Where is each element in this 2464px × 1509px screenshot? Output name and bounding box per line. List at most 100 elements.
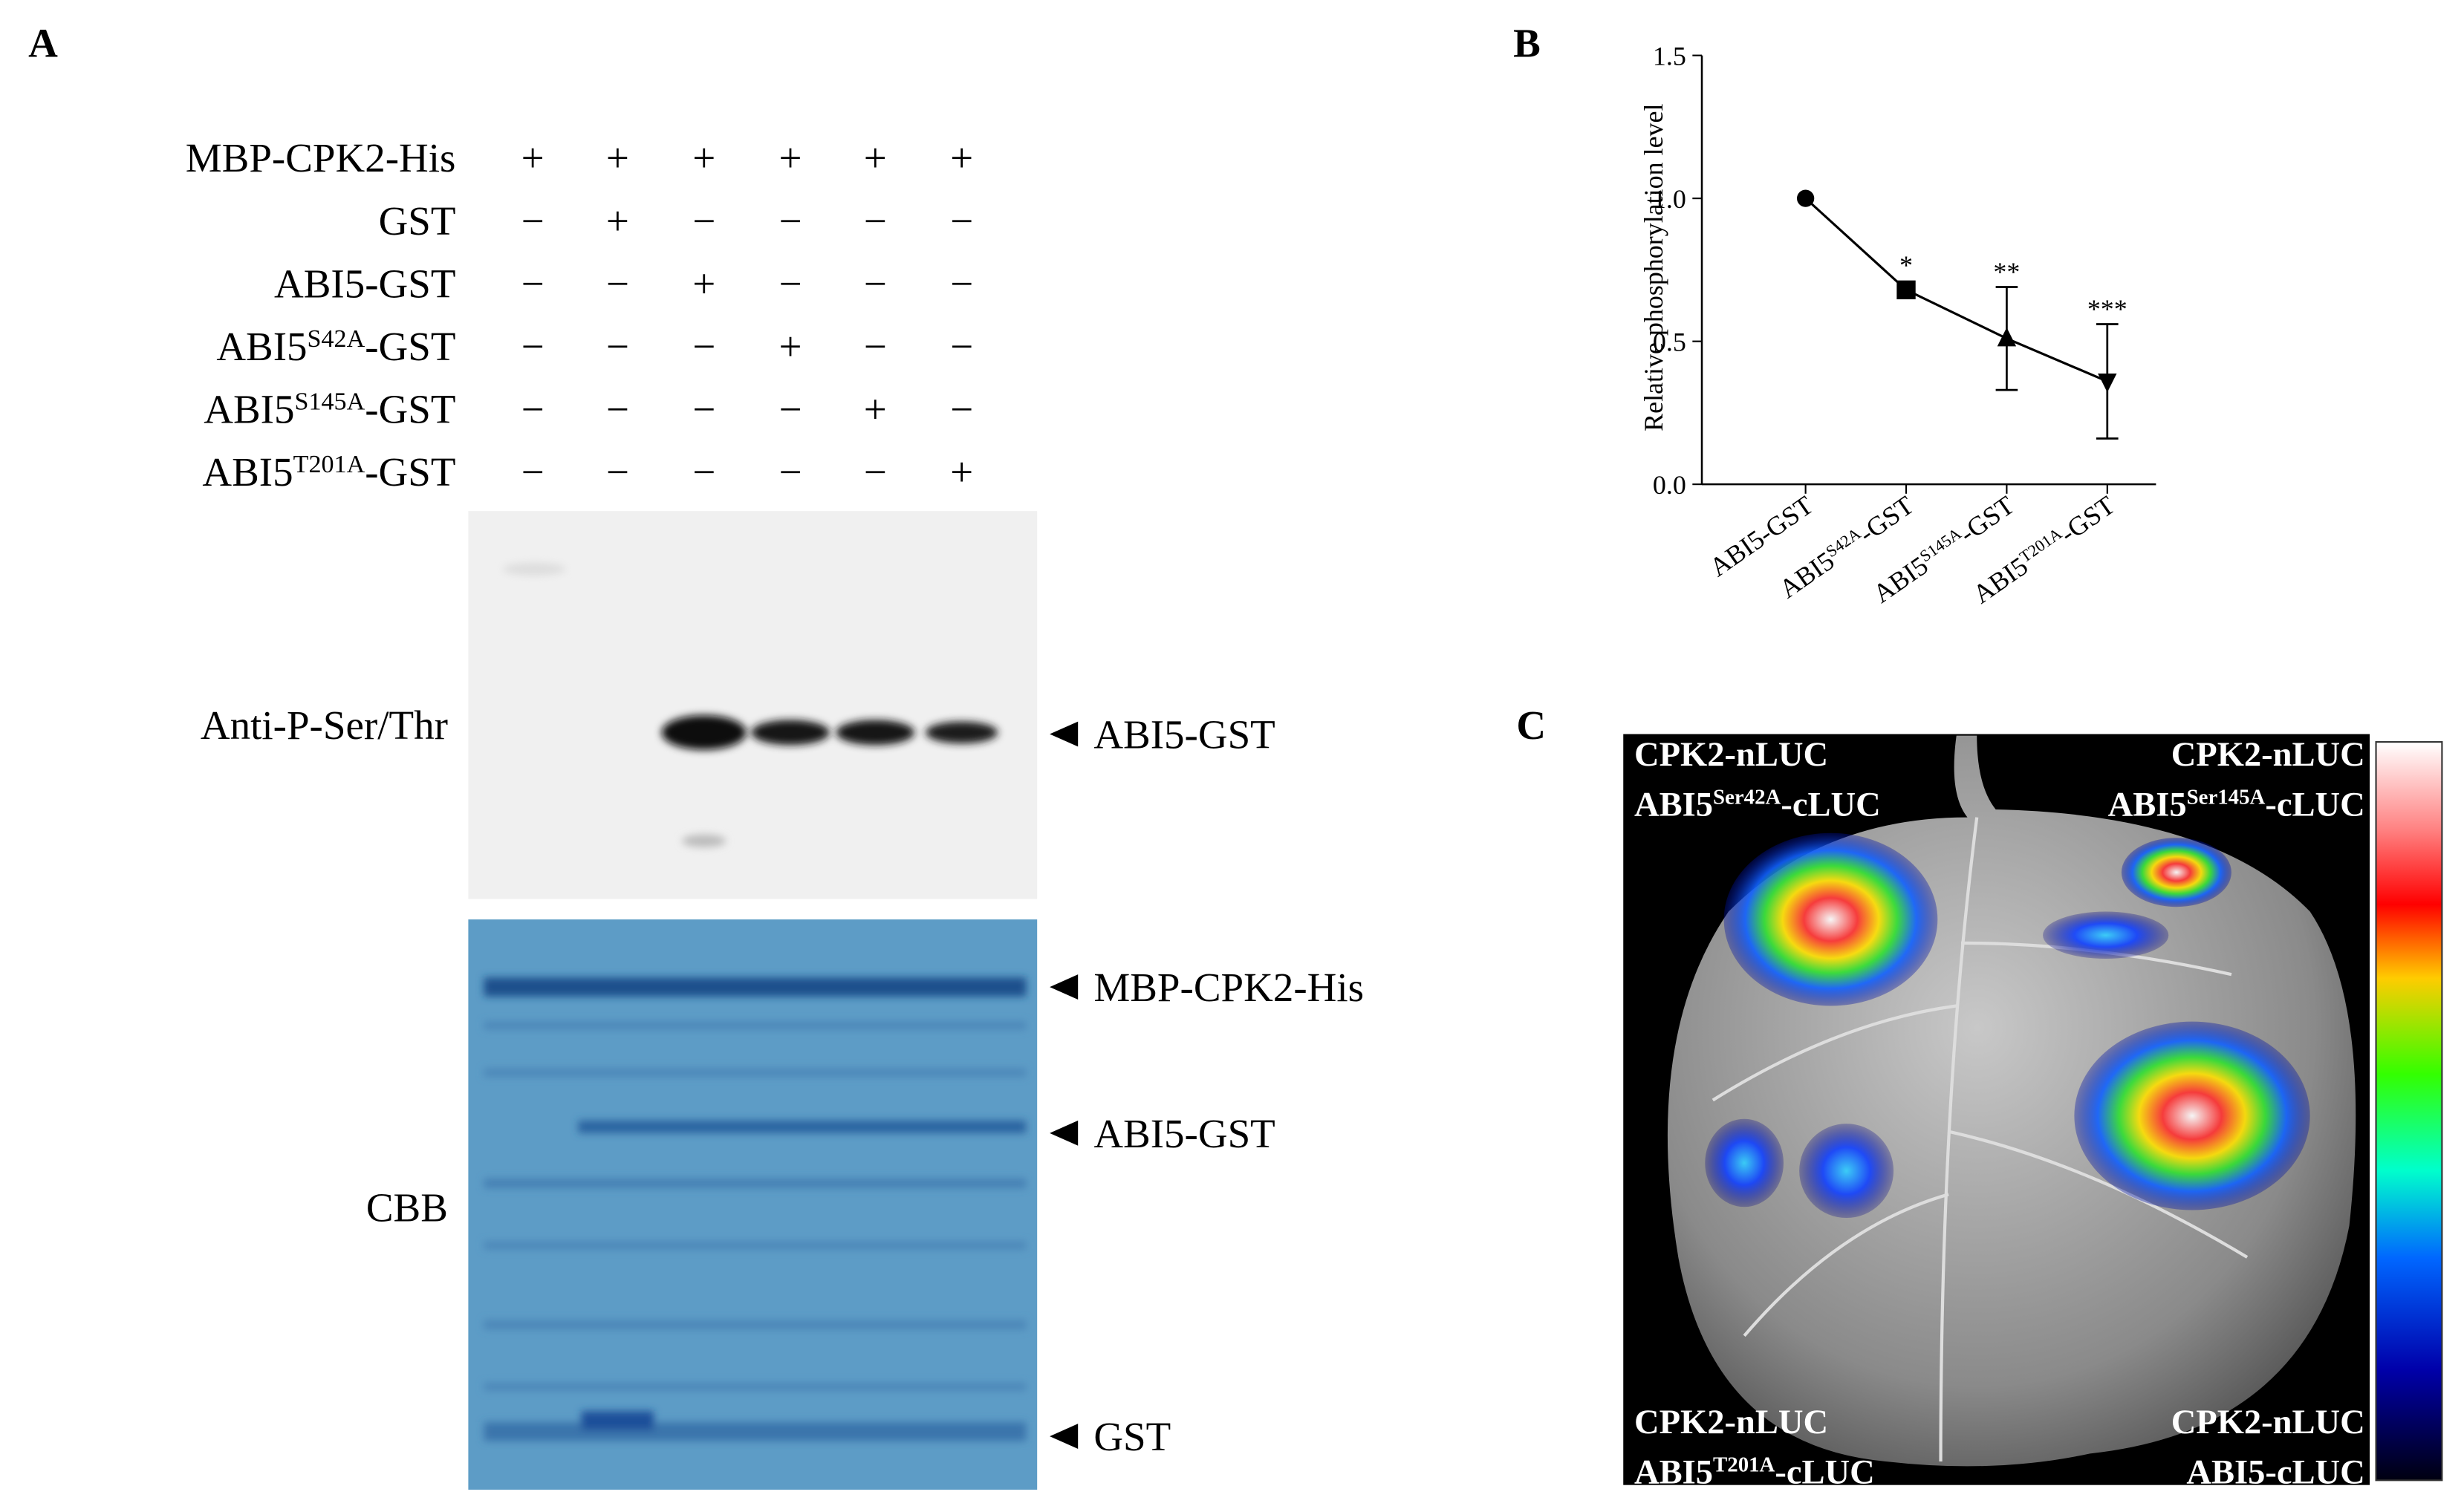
label-part: T201A <box>2016 524 2065 566</box>
corner-label: CPK2-nLUC <box>2171 1404 2365 1441</box>
color-scale <box>2375 741 2443 1482</box>
label-part: -GST <box>365 324 455 369</box>
sign: − <box>692 387 715 432</box>
label-part: -cLUC <box>1775 1454 1874 1492</box>
sign: − <box>606 324 629 369</box>
corner-label: CPK2-nLUC <box>1634 1404 1828 1441</box>
sign: − <box>692 198 715 244</box>
sign: − <box>779 449 802 495</box>
arrowhead <box>1050 721 1079 747</box>
blot-label: Anti-P-Ser/Thr <box>201 703 448 748</box>
label-part: S145A <box>295 388 365 415</box>
marker <box>1997 327 2017 347</box>
sign: − <box>606 261 629 306</box>
sign: − <box>950 324 973 369</box>
y-tick-label: 0.5 <box>1653 327 1686 356</box>
sign: − <box>864 324 887 369</box>
gel-bands <box>484 977 1027 1441</box>
y-tick-label: 0.0 <box>1653 470 1686 500</box>
label-part: Ser145A <box>2187 786 2266 809</box>
label-part: GST <box>379 198 456 244</box>
significance: *** <box>2087 294 2127 324</box>
label-part: -GST <box>365 449 455 495</box>
panel-letter: C <box>1516 703 1546 748</box>
label-part: ABI5 <box>204 387 294 432</box>
panel-letter: B <box>1513 21 1541 66</box>
label-part: -GST <box>1853 490 1919 549</box>
row-label: ABI5S42A-GST <box>216 324 455 369</box>
sign: − <box>779 261 802 306</box>
row-label: ABI5-GST <box>274 261 455 306</box>
western-blot <box>468 511 1038 899</box>
sign: − <box>779 198 802 244</box>
row-label: MBP-CPK2-His <box>186 135 456 180</box>
sign: + <box>950 135 973 180</box>
y-tick-label: 1.5 <box>1653 41 1686 71</box>
label-part: CPK2-nLUC <box>1634 1404 1828 1441</box>
luminescence-signal <box>1705 832 2310 1219</box>
label-part: CPK2-nLUC <box>2171 736 2365 774</box>
band-label: GST <box>1093 1414 1171 1459</box>
sign: − <box>521 387 545 432</box>
sign: + <box>864 135 887 180</box>
sign: − <box>864 449 887 495</box>
sign: + <box>864 387 887 432</box>
label-part: ABI5-cLUC <box>2186 1454 2364 1492</box>
label-part: ABI5 <box>202 449 293 495</box>
sign: − <box>950 198 973 244</box>
label-part: Ser42A <box>1713 786 1781 809</box>
corner-label: CPK2-nLUC <box>2171 736 2365 774</box>
arrowhead <box>1050 1424 1079 1450</box>
marker <box>2098 373 2117 393</box>
row-label: ABI5T201A-GST <box>202 449 455 495</box>
label-part: T201A <box>293 451 365 478</box>
arrowhead <box>1050 974 1079 1000</box>
label-part: MBP-CPK2-His <box>186 135 456 180</box>
sign: − <box>521 198 545 244</box>
sign: − <box>950 261 973 306</box>
sign: + <box>692 261 715 306</box>
marker <box>1796 189 1815 207</box>
corner-label: CPK2-nLUC <box>1634 736 1828 774</box>
sign: + <box>606 135 629 180</box>
label-part: -GST <box>365 387 455 432</box>
label-part: ABI5 <box>1634 1454 1713 1492</box>
label-part: -cLUC <box>1781 786 1880 824</box>
y-tick-label: 1.0 <box>1653 184 1686 214</box>
label-part: ABI5 <box>216 324 307 369</box>
sign: − <box>521 449 545 495</box>
sign: − <box>606 449 629 495</box>
label-part: -GST <box>2055 490 2120 549</box>
corner-label: ABI5T201A-cLUC <box>1634 1453 1875 1492</box>
sign: + <box>692 135 715 180</box>
band-label: ABI5-GST <box>1093 1111 1275 1156</box>
significance: * <box>1899 250 1913 280</box>
blot-bands <box>502 562 998 847</box>
y-axis-label: Relative phosphorylation level <box>1639 104 1668 431</box>
label-part: ABI5 <box>2108 786 2187 824</box>
label-part: -cLUC <box>2265 786 2364 824</box>
label-part: CPK2-nLUC <box>2171 1404 2365 1441</box>
sign: + <box>606 198 629 244</box>
sign: + <box>521 135 545 180</box>
marker <box>1896 280 1916 300</box>
significance: ** <box>1993 257 2020 287</box>
sign: − <box>779 387 802 432</box>
label-part: CPK2-nLUC <box>1634 736 1828 774</box>
sign: − <box>864 198 887 244</box>
sign: − <box>521 324 545 369</box>
blot-label: CBB <box>366 1184 448 1230</box>
sign: − <box>864 261 887 306</box>
sign: + <box>779 324 802 369</box>
corner-label: ABI5Ser145A-cLUC <box>2108 786 2365 824</box>
band-label: MBP-CPK2-His <box>1093 965 1364 1010</box>
sign: − <box>521 261 545 306</box>
row-label: GST <box>379 198 456 244</box>
label-part: S145A <box>1916 524 1964 565</box>
label-part: ABI5-GST <box>274 261 455 306</box>
corner-label: ABI5Ser42A-cLUC <box>1634 786 1881 824</box>
line <box>1804 197 2108 383</box>
panel-letter: A <box>28 21 58 66</box>
